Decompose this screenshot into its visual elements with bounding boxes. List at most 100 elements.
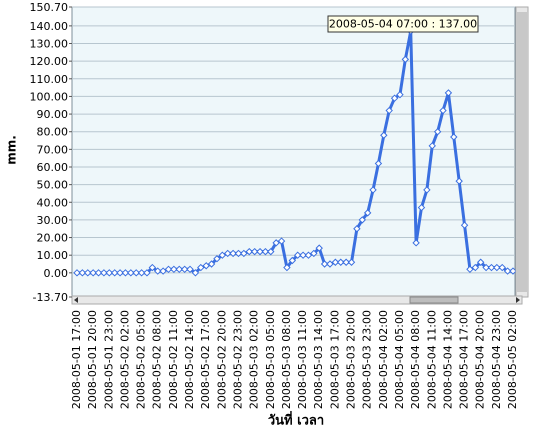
data-point <box>164 265 173 274</box>
data-point <box>390 94 399 102</box>
marks <box>73 27 517 277</box>
data-point <box>132 269 140 277</box>
y-tick-label: 60.00 <box>37 161 69 174</box>
x-tick-label: 2008-05-02 02:00 <box>118 310 131 409</box>
x-tick-label: 2008-05-02 23:00 <box>231 310 244 409</box>
x-tick-label: 2008-05-02 05:00 <box>135 310 148 409</box>
data-point <box>342 258 350 266</box>
y-tick-label: 110.00 <box>30 73 69 86</box>
data-point <box>320 260 329 268</box>
y-tick-label: 140.00 <box>30 20 69 33</box>
y-tick-label: 40.00 <box>37 196 69 209</box>
y-tick-label: 0.00 <box>44 267 69 280</box>
data-point <box>412 239 420 247</box>
data-point <box>482 263 490 272</box>
scroll-right-arrow[interactable] <box>516 297 520 303</box>
x-tick-label: 2008-05-04 11:00 <box>425 310 438 409</box>
data-point <box>423 186 431 194</box>
data-point <box>116 269 124 277</box>
data-point <box>444 89 453 97</box>
annotation: 2008-05-04 07:00 : 137.00 <box>329 18 477 31</box>
vertical-scroll-thumb[interactable] <box>517 12 527 292</box>
data-point <box>277 237 286 245</box>
data-point <box>159 267 167 275</box>
y-tick-label: -13.70 <box>33 291 68 304</box>
data-point <box>369 186 377 194</box>
data-point <box>380 131 388 139</box>
data-point <box>148 263 157 272</box>
x-tick-label: 2008-05-02 14:00 <box>183 310 196 409</box>
data-point <box>493 263 501 272</box>
data-point <box>337 258 345 266</box>
data-point <box>240 249 248 258</box>
data-point <box>272 239 280 247</box>
data-point <box>466 265 474 274</box>
horizontal-scroll-thumb[interactable] <box>409 296 459 304</box>
x-tick-label: 2008-05-03 20:00 <box>345 310 358 409</box>
data-point <box>110 269 119 277</box>
x-tick-label: 2008-05-01 20:00 <box>86 310 99 409</box>
data-point <box>293 251 302 259</box>
data-point <box>224 249 232 258</box>
y-tick-label: 130.00 <box>30 38 69 51</box>
data-point <box>234 249 243 258</box>
data-point <box>363 209 372 217</box>
data-point <box>186 265 194 274</box>
x-tick-label: 2008-05-02 17:00 <box>199 310 212 409</box>
data-point <box>396 90 404 99</box>
x-tick-label: 2008-05-02 20:00 <box>215 310 228 409</box>
y-tick-label: 100.00 <box>30 90 69 103</box>
data-point <box>487 263 496 272</box>
data-point <box>105 269 114 277</box>
x-tick-label: 2008-05-03 14:00 <box>312 310 325 409</box>
data-point <box>73 269 81 277</box>
data-point <box>433 128 442 136</box>
data-point <box>288 256 297 265</box>
x-tick-label: 2008-05-05 02:00 <box>506 310 519 409</box>
x-tick-label: 2008-05-03 23:00 <box>361 310 374 409</box>
data-point <box>207 260 216 268</box>
data-point <box>261 247 270 256</box>
scroll-left-arrow[interactable] <box>74 297 78 303</box>
x-tick-label: 2008-05-04 08:00 <box>409 310 422 409</box>
x-axis-label: วันที่ เวลา <box>268 411 324 429</box>
series-line <box>77 29 513 275</box>
data-point <box>347 258 356 266</box>
data-point <box>100 269 108 277</box>
x-tick-label: 2008-05-04 20:00 <box>474 310 487 409</box>
data-point <box>84 269 92 277</box>
data-point <box>353 225 361 233</box>
data-point <box>245 247 253 256</box>
data-point <box>218 251 227 259</box>
data-point <box>256 247 264 256</box>
data-point <box>143 269 151 277</box>
x-tick-label: 2008-05-03 05:00 <box>264 310 277 409</box>
y-tick-label: 30.00 <box>37 214 69 227</box>
data-point <box>137 269 146 277</box>
y-tick-label: 50.00 <box>37 179 69 192</box>
x-tick-label: 2008-05-02 08:00 <box>151 310 164 409</box>
x-tick-label: 2008-05-04 14:00 <box>441 310 454 409</box>
data-point <box>503 267 512 275</box>
x-tick-label: 2008-05-04 17:00 <box>458 310 471 409</box>
data-point <box>202 262 210 270</box>
annotation-box: 2008-05-04 07:00 : 137.00 <box>327 15 479 33</box>
data-point <box>180 265 189 274</box>
data-point <box>450 133 458 141</box>
y-tick-label: 10.00 <box>37 249 69 262</box>
data-point <box>299 251 307 259</box>
data-point <box>310 249 318 258</box>
data-point <box>509 267 517 275</box>
horizontal-scrollbar[interactable] <box>71 295 523 305</box>
data-point <box>170 265 178 274</box>
x-tick-label: 2008-05-03 17:00 <box>328 310 341 409</box>
data-point <box>476 258 485 266</box>
y-tick-label: 20.00 <box>37 232 69 245</box>
data-point <box>439 106 447 115</box>
data-point <box>154 267 162 275</box>
data-point <box>326 260 334 268</box>
y-tick-label: 90.00 <box>37 108 69 121</box>
y-tick-label: 80.00 <box>37 126 69 139</box>
x-tick-label: 2008-05-03 11:00 <box>296 310 309 409</box>
y-axis-label: mm. <box>5 135 19 165</box>
